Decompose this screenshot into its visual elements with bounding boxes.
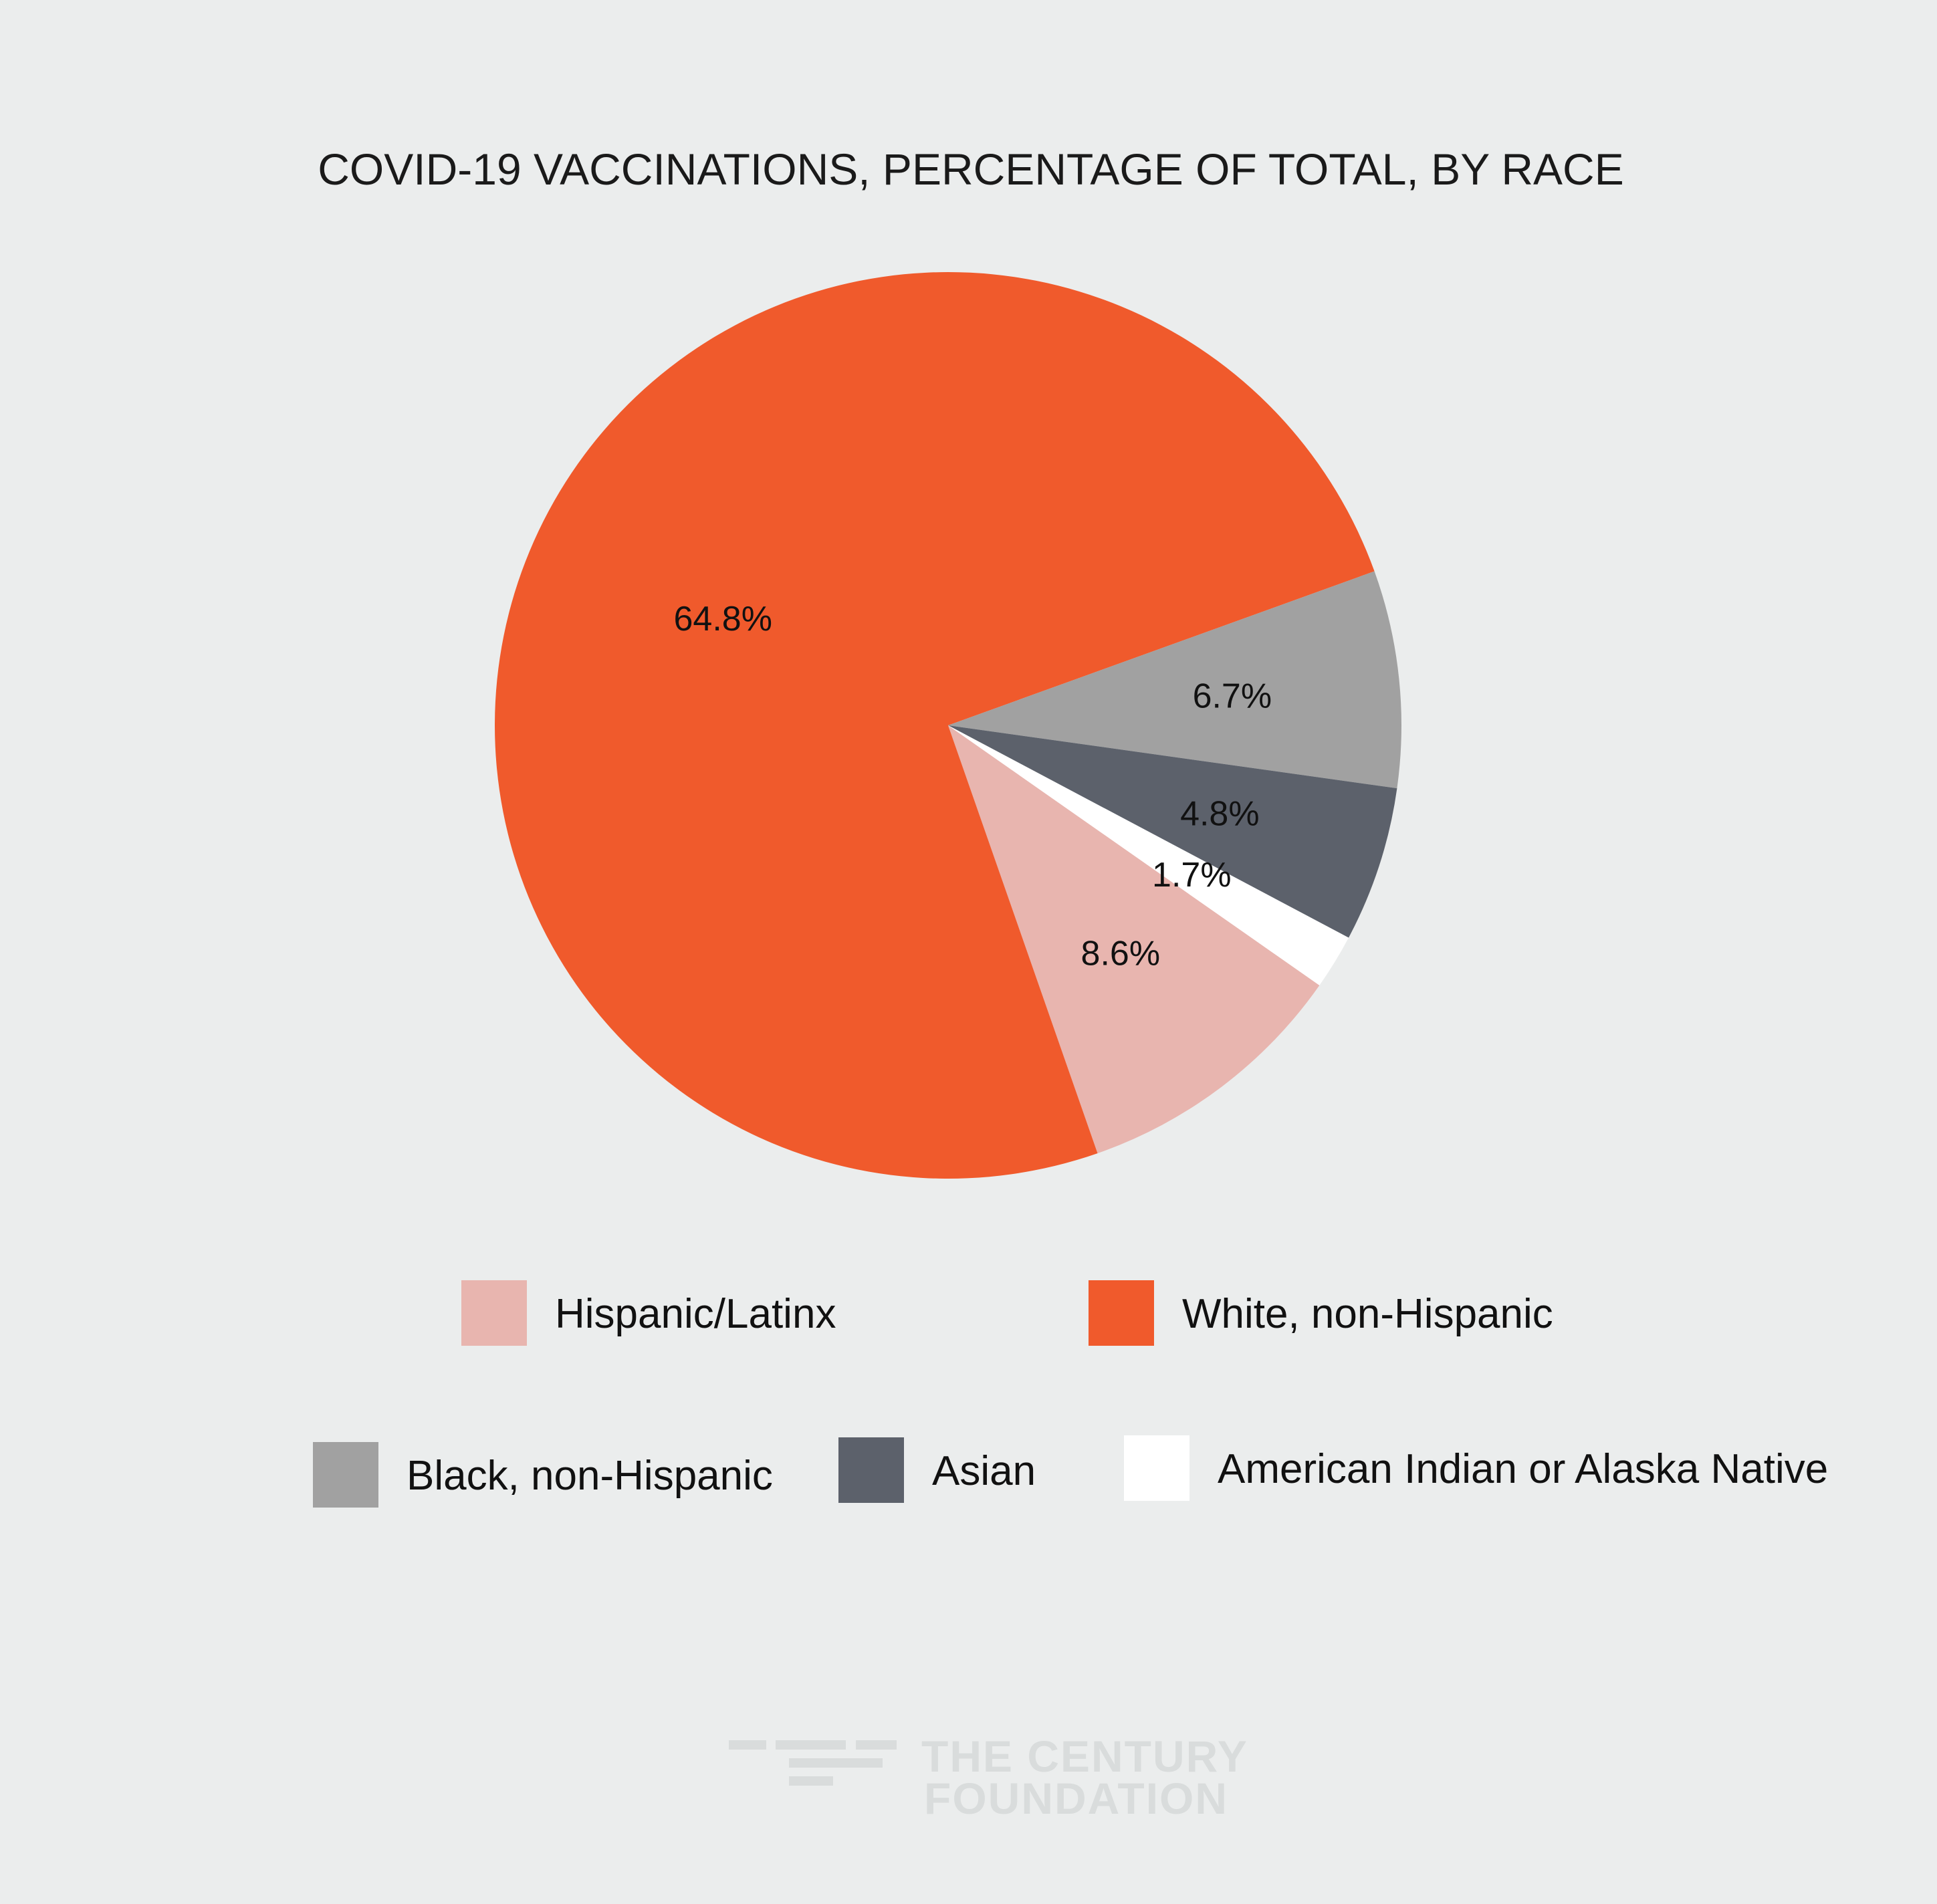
slice-label-american-indian-or-alaska-native: 1.7% bbox=[1152, 856, 1232, 895]
legend-item-white-non-hispanic: White, non-Hispanic bbox=[1089, 1280, 1553, 1346]
logo-mark-icon bbox=[729, 1740, 897, 1786]
slice-label-white-non-hispanic: 64.8% bbox=[674, 600, 772, 638]
legend-item-hispanic-latinx: Hispanic/Latinx bbox=[461, 1280, 836, 1346]
legend-label-hispanic-latinx: Hispanic/Latinx bbox=[555, 1291, 836, 1337]
slice-label-hispanic-latinx: 8.6% bbox=[1081, 935, 1161, 973]
legend-swatch-black-non-hispanic bbox=[313, 1442, 378, 1508]
slice-label-black-non-hispanic: 6.7% bbox=[1193, 677, 1272, 716]
legend-label-black-non-hispanic: Black, non-Hispanic bbox=[407, 1453, 773, 1499]
logo-text-line1: THE CENTURY bbox=[921, 1732, 1248, 1781]
century-foundation-logo: THE CENTURY FOUNDATION bbox=[729, 1732, 1248, 1823]
legend: Hispanic/Latinx White, non-Hispanic Black,… bbox=[313, 1280, 1828, 1508]
slice-labels: 8.6% 64.8% 6.7% 4.8% 1.7% bbox=[674, 600, 1272, 973]
legend-item-black-non-hispanic: Black, non-Hispanic bbox=[313, 1442, 773, 1508]
legend-swatch-hispanic-latinx bbox=[461, 1280, 527, 1346]
legend-item-american-indian-or-alaska-native: American Indian or Alaska Native bbox=[1124, 1435, 1828, 1501]
legend-swatch-white-non-hispanic bbox=[1089, 1280, 1154, 1346]
logo-text-line2: FOUNDATION bbox=[924, 1774, 1228, 1823]
legend-swatch-asian bbox=[838, 1437, 904, 1503]
pie-slice-hispanic-latinx bbox=[948, 725, 1320, 1154]
legend-label-white-non-hispanic: White, non-Hispanic bbox=[1182, 1291, 1553, 1337]
legend-label-asian: Asian bbox=[932, 1448, 1036, 1494]
legend-label-american-indian-or-alaska-native: American Indian or Alaska Native bbox=[1218, 1446, 1828, 1492]
slice-label-asian: 4.8% bbox=[1180, 795, 1260, 834]
pie-slice-american-indian-or-alaska-native bbox=[948, 725, 1349, 985]
legend-swatch-american-indian-or-alaska-native bbox=[1124, 1435, 1189, 1501]
pie-slices bbox=[494, 272, 1401, 1179]
legend-item-asian: Asian bbox=[838, 1437, 1036, 1503]
pie-slice-white-non-hispanic bbox=[494, 272, 1375, 1179]
pie-slice-asian bbox=[948, 725, 1397, 938]
chart-title: COVID-19 VACCINATIONS, PERCENTAGE OF TOT… bbox=[318, 144, 1624, 194]
pie-slice-black-non-hispanic bbox=[948, 571, 1401, 789]
